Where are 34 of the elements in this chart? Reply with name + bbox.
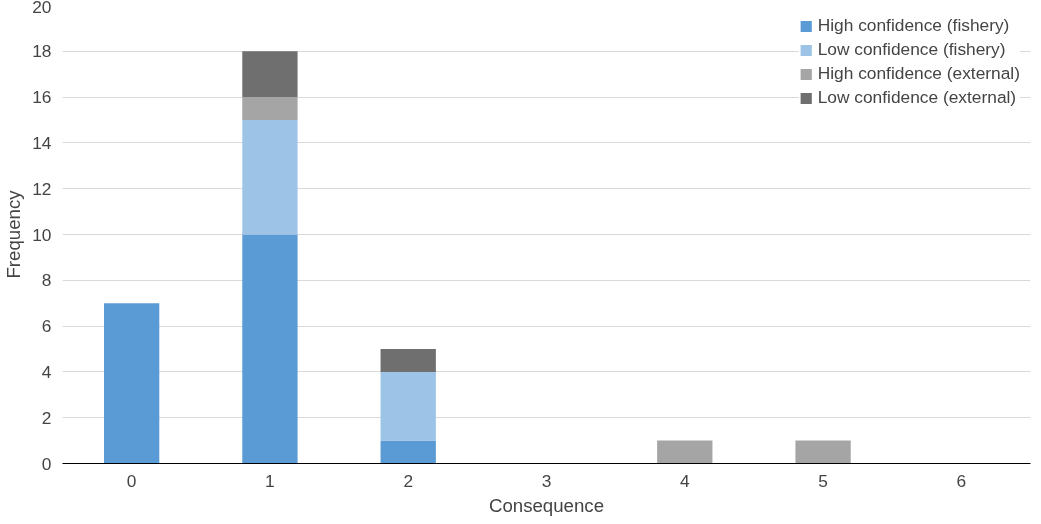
bar	[795, 440, 851, 464]
y-tick-label: 6	[41, 316, 52, 337]
bar	[380, 371, 436, 441]
y-tick-label: 16	[32, 87, 52, 108]
legend-label: Low confidence (fishery)	[817, 39, 1006, 60]
y-tick-label: 0	[41, 453, 52, 474]
x-tick-label: 5	[818, 470, 828, 491]
bar	[103, 303, 160, 464]
bar	[242, 120, 298, 235]
legend-label: High confidence (fishery)	[817, 15, 1010, 36]
legend-label: High confidence (external)	[817, 63, 1020, 84]
legend-label: Low confidence (external)	[817, 87, 1017, 108]
y-tick-label: 14	[32, 132, 52, 153]
bar	[242, 97, 298, 120]
x-tick-label: 0	[126, 470, 137, 491]
x-tick-label: 2	[403, 470, 414, 491]
y-tick-label: 18	[32, 41, 52, 62]
x-tick-label: 1	[265, 470, 275, 491]
bar	[657, 440, 713, 464]
y-axis-title: Frequency	[3, 189, 25, 279]
bar	[380, 349, 436, 372]
bar	[242, 51, 298, 98]
x-axis-title: Consequence	[488, 494, 605, 516]
x-tick-label: 6	[956, 470, 967, 491]
y-tick-label: 20	[32, 0, 52, 17]
y-tick-label: 4	[41, 361, 52, 382]
bar	[242, 234, 298, 464]
y-tick-label: 12	[32, 178, 52, 199]
x-tick-label: 4	[679, 470, 690, 491]
y-tick-label: 10	[32, 224, 52, 245]
bar	[380, 440, 436, 464]
y-tick-label: 2	[41, 407, 52, 428]
x-tick-label: 3	[541, 470, 552, 491]
y-tick-label: 8	[41, 270, 52, 291]
